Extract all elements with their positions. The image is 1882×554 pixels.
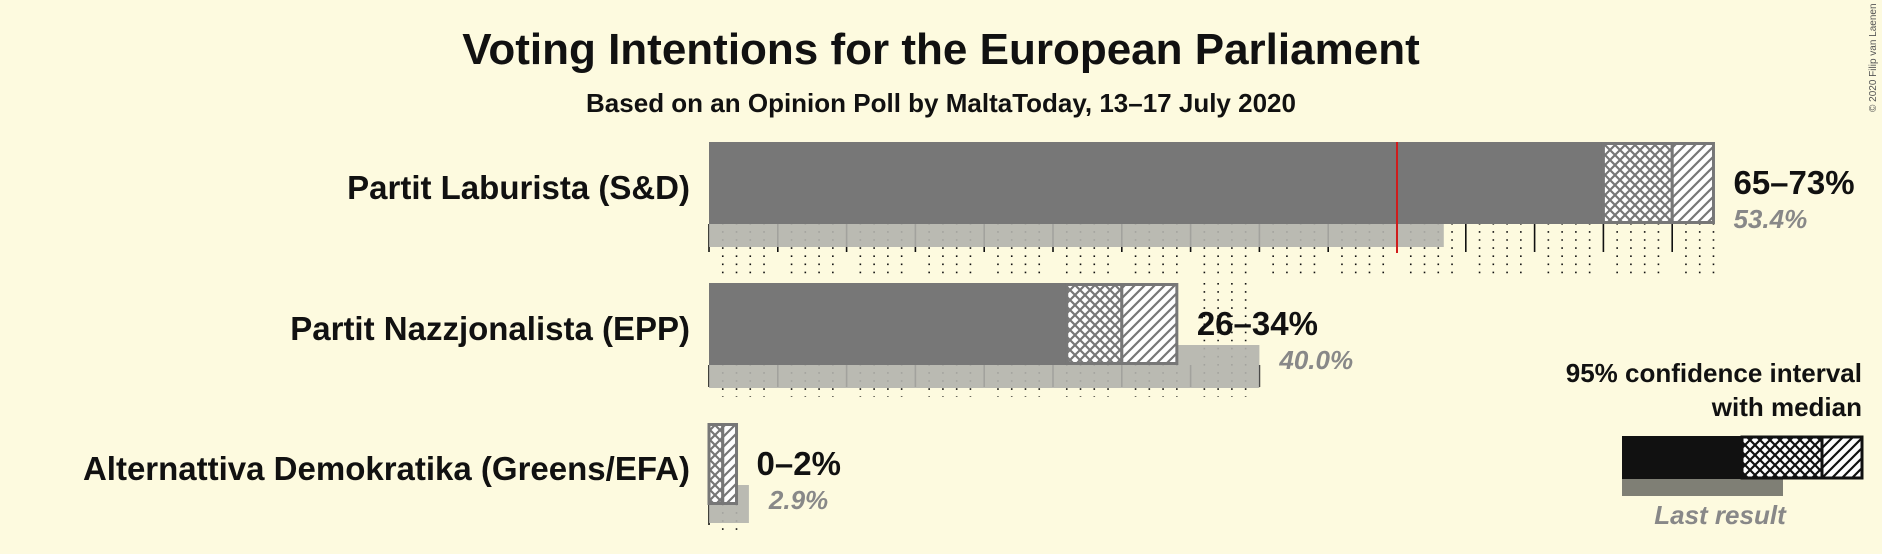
chart-subtitle: Based on an Opinion Poll by MaltaToday, …	[586, 88, 1296, 118]
last-result-label: 40.0%	[1278, 345, 1353, 375]
ci-crosshatch-box	[1065, 283, 1124, 365]
party-label: Partit Laburista (S&D)	[347, 169, 690, 206]
last-result-label: 53.4%	[1733, 204, 1807, 234]
ci-hatch-box	[1670, 142, 1715, 224]
ci-solid-bar	[709, 142, 1604, 224]
ci-crosshatch-box	[707, 423, 725, 505]
range-label: 0–2%	[757, 445, 841, 482]
ci-crosshatch-box	[1601, 142, 1674, 224]
ci-hatch-box	[721, 423, 739, 505]
legend-last-result-label: Last result	[1654, 500, 1787, 530]
legend-solid-bar	[1622, 436, 1742, 479]
legend: 95% confidence interval with median Last…	[1566, 358, 1864, 530]
bars	[707, 142, 1715, 523]
range-label: 26–34%	[1197, 305, 1318, 342]
last-result-bar	[709, 224, 1444, 247]
range-label: 65–73%	[1733, 164, 1854, 201]
last-result-label: 2.9%	[768, 485, 828, 515]
legend-line1: 95% confidence interval	[1566, 358, 1862, 388]
legend-crosshatch-box	[1740, 435, 1824, 480]
bar-labels: Partit Laburista (S&D) 65–73%53.4% Partit …	[83, 164, 1855, 515]
legend-hatch-box	[1820, 435, 1864, 480]
ci-solid-bar	[709, 283, 1067, 365]
chart-title: Voting Intentions for the European Parli…	[462, 25, 1420, 74]
party-label: Alternattiva Demokratika (Greens/EFA)	[83, 450, 690, 487]
party-label: Partit Nazzjonalista (EPP)	[290, 310, 690, 347]
copyright-text: © 2020 Filip van Laenen	[1868, 3, 1879, 112]
legend-line2: with median	[1711, 392, 1862, 422]
ci-hatch-box	[1120, 283, 1179, 365]
legend-last-result-bar	[1622, 476, 1783, 496]
